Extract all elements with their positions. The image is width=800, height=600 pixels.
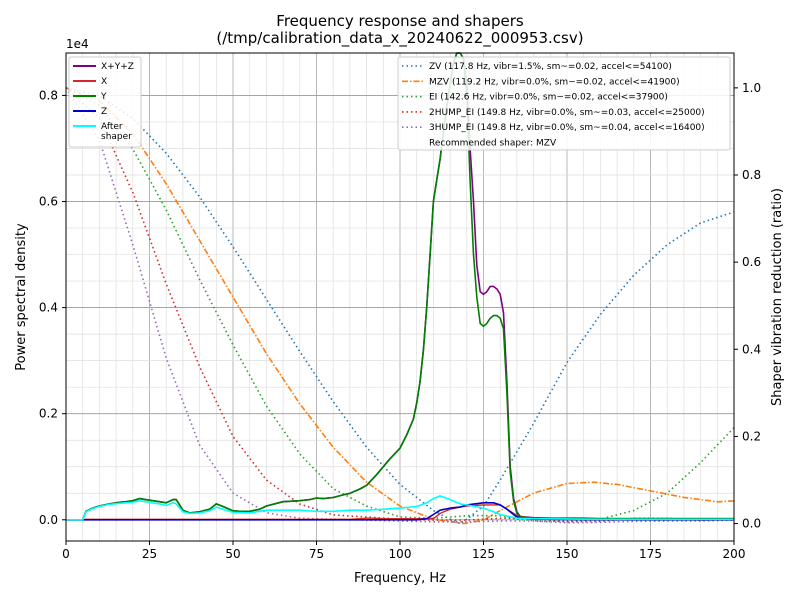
chart-subtitle: (/tmp/calibration_data_x_20240622_000953…	[216, 29, 583, 48]
x-axis: 0 25 50 75 100 125 150 175 200	[62, 541, 745, 561]
series-y	[66, 52, 734, 521]
y-left-tick-label: 0.2	[39, 407, 58, 421]
x-tick-label: 0	[62, 547, 70, 561]
legend-left-label: X+Y+Z	[101, 62, 134, 72]
y-right-tick-label: 1.0	[742, 81, 761, 95]
y-axis-right-label: Shaper vibration reduction (ratio)	[770, 188, 785, 406]
x-axis-label: Frequency, Hz	[354, 571, 446, 586]
y-right-tick-label: 0.6	[742, 255, 761, 269]
legend-right-label: 3HUMP_EI (149.8 Hz, vibr=0.0%, sm~=0.04,…	[429, 123, 705, 133]
x-tick-label: 75	[309, 547, 324, 561]
y-axis-left-label: Power spectral density	[14, 223, 29, 371]
x-tick-label: 175	[639, 547, 662, 561]
legend-left-label: After shaper	[101, 122, 132, 142]
legend-left-label: Y	[100, 92, 107, 102]
series-z	[66, 501, 734, 521]
grid	[65, 53, 735, 541]
y-right-tick-label: 0.8	[742, 168, 761, 182]
x-tick-label: 50	[225, 547, 240, 561]
recommended-shaper-note: Recommended shaper: MZV	[429, 139, 557, 149]
y-axis-multiplier: 1e4	[66, 37, 89, 51]
legend-left-label: X	[101, 77, 107, 87]
chart-title: Frequency response and shapers	[276, 12, 524, 30]
legend-right-label: 2HUMP_EI (149.8 Hz, vibr=0.0%, sm~=0.03,…	[429, 108, 705, 118]
series-3hump-ei	[65, 87, 735, 524]
x-tick-label: 25	[142, 547, 157, 561]
x-tick-label: 150	[556, 547, 579, 561]
y-right-tick-label: 0.0	[742, 517, 761, 531]
legend-right-label: MZV (119.2 Hz, vibr=0.0%, sm~=0.02, acce…	[429, 77, 680, 87]
legend-right: ZV (117.8 Hz, vibr=1.5%, sm~=0.02, accel…	[397, 56, 731, 151]
legend-right-label: ZV (117.8 Hz, vibr=1.5%, sm~=0.02, accel…	[429, 62, 672, 72]
legend-right-label: EI (142.6 Hz, vibr=0.0%, sm~=0.02, accel…	[429, 93, 668, 103]
legend-left-label: Z	[101, 107, 107, 117]
legend-left-box	[68, 56, 142, 148]
legend-left: X+Y+Z XYZ After shaper	[68, 56, 142, 148]
y-axis-left: 0.0 0.2 0.4 0.6 0.8	[39, 88, 66, 527]
y-left-tick-label: 0.0	[39, 513, 58, 527]
y-left-tick-label: 0.8	[39, 88, 58, 102]
x-tick-label: 125	[472, 547, 495, 561]
psd-lines	[66, 52, 734, 521]
y-left-tick-label: 0.6	[39, 195, 58, 209]
series-after-shaper	[66, 495, 734, 521]
y-right-tick-label: 0.4	[742, 342, 761, 356]
legend-right-box	[397, 56, 731, 151]
y-axis-right: 0.0 0.2 0.4 0.6 0.8 1.0	[734, 81, 761, 531]
y-right-tick-label: 0.2	[742, 429, 761, 443]
series-zv	[65, 87, 735, 525]
x-tick-label: 200	[723, 547, 746, 561]
y-left-tick-label: 0.4	[39, 301, 58, 315]
x-tick-label: 100	[389, 547, 412, 561]
